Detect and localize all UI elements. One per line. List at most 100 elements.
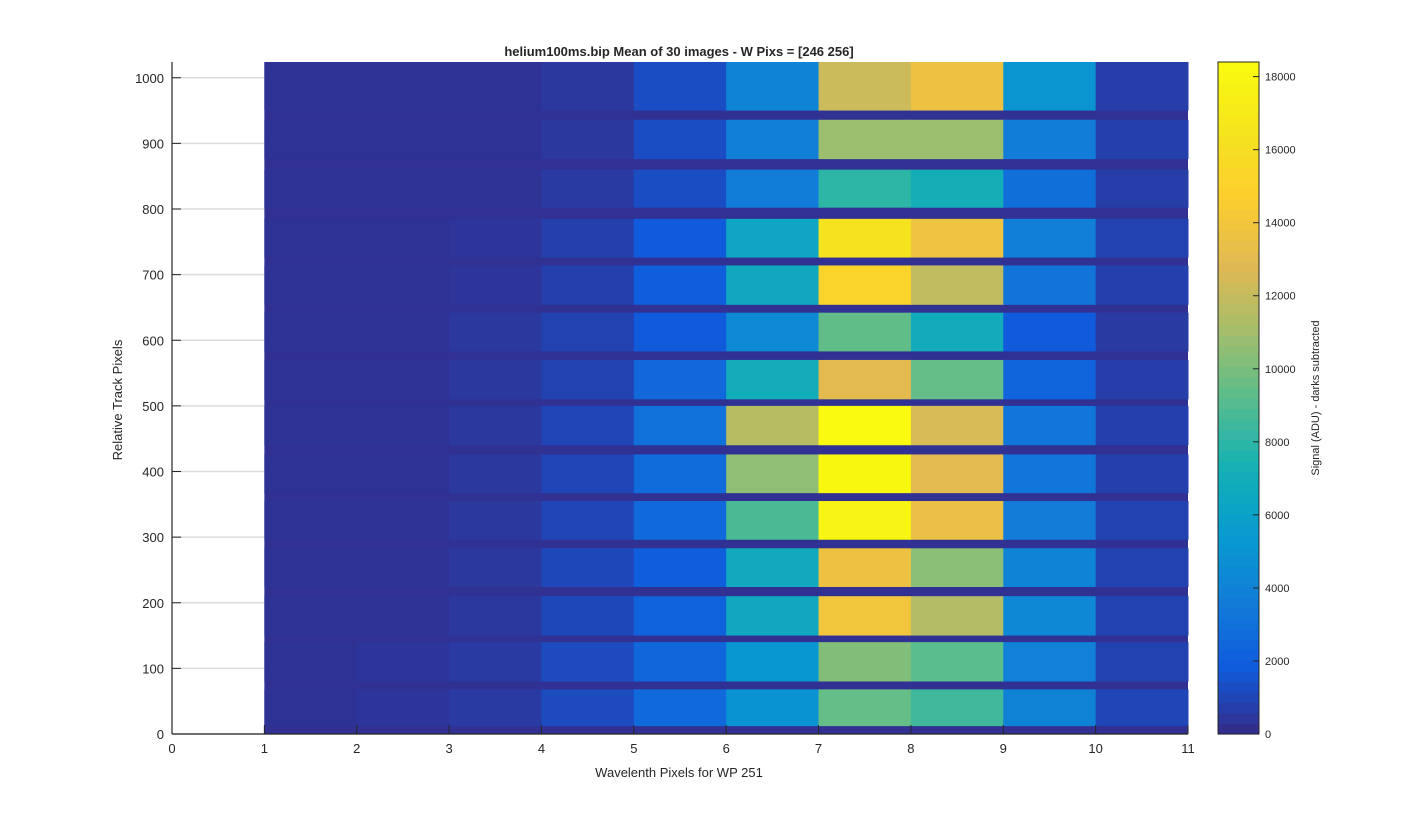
heatmap-cell [818, 405, 912, 446]
colorbar-segment [1218, 681, 1259, 693]
heatmap-cell [356, 119, 450, 160]
heatmap-cell [541, 642, 635, 682]
heatmap-cell [633, 548, 727, 587]
heatmap-cell [356, 501, 450, 540]
heatmap-cell [910, 501, 1004, 540]
heatmap-cell [264, 312, 358, 352]
heatmap-cell [541, 62, 635, 111]
heatmap-cell [1095, 169, 1189, 208]
colorbar-segment [1218, 429, 1259, 441]
colorbar-segment [1218, 335, 1259, 347]
heatmap-cell [818, 642, 912, 682]
heatmap-cell [449, 359, 542, 400]
colorbar-tick-label: 8000 [1265, 437, 1289, 449]
colorbar-segment [1218, 692, 1259, 704]
colorbar-segment [1218, 240, 1259, 252]
heatmap-cell [449, 265, 542, 305]
colorbar-segment [1218, 702, 1259, 714]
colorbar-segment [1218, 282, 1259, 294]
colorbar-segment [1218, 387, 1259, 399]
colorbar-segment [1218, 545, 1259, 557]
heatmap-cell [818, 62, 912, 111]
heatmap-cell [1095, 265, 1189, 305]
y-tick-label: 900 [142, 136, 164, 151]
heatmap-cells [264, 62, 1189, 734]
colorbar-segment [1218, 618, 1259, 630]
heatmap-cell [264, 62, 358, 111]
heatmap-cell [264, 689, 358, 727]
heatmap-cell [449, 312, 542, 352]
heatmap-cell [726, 312, 820, 352]
heatmap-cell [818, 596, 912, 636]
colorbar-segment [1218, 156, 1259, 168]
heatmap-cell [910, 312, 1004, 352]
colorbar-segment [1218, 671, 1259, 683]
heatmap-cell [1095, 454, 1189, 494]
heatmap-cell [264, 359, 358, 400]
heatmap-cell [910, 119, 1004, 160]
heatmap-cell [726, 62, 820, 111]
heatmap-cell [1095, 548, 1189, 587]
colorbar-segment [1218, 219, 1259, 231]
colorbar-segment [1218, 639, 1259, 651]
colorbar-segment [1218, 576, 1259, 588]
y-tick-label: 400 [142, 465, 164, 480]
colorbar-ticks: 0 2000 4000 6000 8000 10000 12000 14000 16000 180… [1253, 72, 1296, 741]
heatmap-cell [1003, 548, 1097, 587]
x-tick-label: 2 [353, 741, 360, 756]
x-axis-label: Wavelenth Pixels for WP 251 [595, 765, 763, 780]
x-tick-label: 11 [1181, 741, 1195, 756]
heatmap-cell [1003, 359, 1097, 400]
y-tick-label: 100 [142, 661, 164, 676]
heatmap-cell [449, 642, 542, 682]
colorbar-segment [1218, 83, 1259, 95]
heatmap-cell [910, 689, 1004, 727]
heatmap-cell [356, 454, 450, 494]
heatmap-cell [449, 218, 542, 258]
heatmap-cell [1095, 62, 1189, 111]
heatmap-cell [910, 454, 1004, 494]
y-axis-label: Relative Track Pixels [110, 339, 125, 460]
heatmap-cell [1003, 265, 1097, 305]
colorbar [1217, 61, 1260, 735]
heatmap-cell [818, 501, 912, 540]
heatmap-cell [633, 596, 727, 636]
x-tick-label: 0 [168, 741, 175, 756]
heatmap-cell [264, 642, 358, 682]
colorbar-tick-label: 10000 [1265, 364, 1296, 376]
x-tick-label: 1 [261, 741, 268, 756]
colorbar-segment [1218, 188, 1259, 200]
heatmap-cell [633, 312, 727, 352]
heatmap-cell [633, 454, 727, 494]
heatmap-cell [1003, 596, 1097, 636]
colorbar-segment [1218, 492, 1259, 504]
colorbar-segment [1218, 251, 1259, 263]
heatmap-cell [264, 596, 358, 636]
colorbar-segment [1218, 314, 1259, 326]
colorbar-segment [1218, 272, 1259, 284]
heatmap-cell [1003, 119, 1097, 160]
colorbar-segment [1218, 135, 1259, 147]
colorbar-segment [1218, 723, 1259, 735]
heatmap-cell [264, 501, 358, 540]
heatmap-cell [356, 548, 450, 587]
x-tick-label: 3 [445, 741, 452, 756]
y-tick-label: 500 [142, 399, 164, 414]
y-tick-label: 1000 [135, 71, 164, 86]
heatmap-cell [541, 119, 635, 160]
colorbar-segment [1218, 398, 1259, 410]
heatmap-cell [264, 119, 358, 160]
heatmap-cell [1003, 312, 1097, 352]
heatmap-cell [1095, 312, 1189, 352]
x-tick-label: 4 [538, 741, 545, 756]
chart-title: helium100ms.bip Mean of 30 images - W Pi… [504, 44, 853, 59]
heatmap-cell [726, 218, 820, 258]
heatmap-cell [633, 169, 727, 208]
heatmap-cell [356, 265, 450, 305]
heatmap-cell [818, 169, 912, 208]
colorbar-segment [1218, 261, 1259, 273]
heatmap-cell [356, 405, 450, 446]
heatmap-cell [1003, 62, 1097, 111]
colorbar-segment [1218, 114, 1259, 126]
y-tick-label: 200 [142, 596, 164, 611]
